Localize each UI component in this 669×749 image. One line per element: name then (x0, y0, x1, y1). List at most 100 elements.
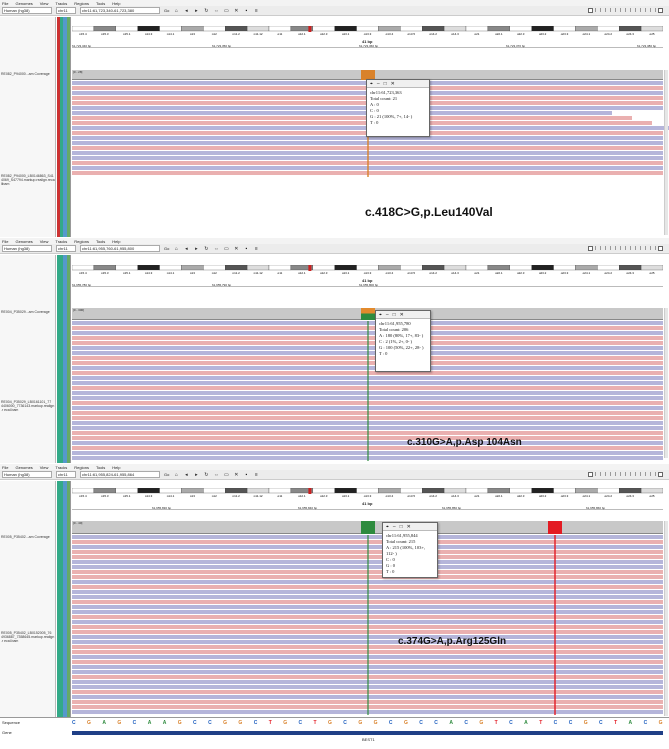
back-icon[interactable]: ◂ (185, 471, 188, 478)
menu-help[interactable]: Help (112, 464, 121, 470)
home-icon[interactable]: ⌂ (174, 471, 178, 478)
menu-genomes[interactable]: Genomes (15, 238, 33, 244)
refresh-icon[interactable]: ↻ (204, 245, 209, 252)
go-button[interactable]: Go (164, 472, 170, 477)
ideogram-band-label: q12.3 (320, 32, 328, 35)
menu-tools[interactable]: Tools (95, 464, 106, 470)
genome-select[interactable]: Human (hg38) (2, 7, 52, 14)
mismatch-coverage-bar[interactable] (548, 521, 562, 534)
menu-tracks[interactable]: Tracks (55, 464, 68, 470)
comment-icon[interactable]: ▪ (245, 7, 248, 14)
comment-icon[interactable]: ▪ (245, 245, 248, 252)
minimize-icon[interactable]: – (392, 523, 396, 530)
coverage-track[interactable]: [0 - 40] (72, 521, 663, 534)
maximize-icon[interactable]: □ (392, 311, 396, 318)
close-icon[interactable]: ✕ (406, 523, 411, 530)
menu-view[interactable]: View (39, 464, 49, 470)
maximize-icon[interactable]: □ (399, 523, 403, 530)
scrollbar[interactable] (664, 70, 668, 235)
ruler-tick: 61,955,800 bp (359, 283, 379, 287)
menu-help[interactable]: Help (112, 0, 121, 6)
close-icon[interactable]: ✕ (234, 245, 239, 252)
chrom-select[interactable]: chr11 (56, 471, 76, 478)
resize-icon[interactable]: ⇔ (213, 471, 219, 478)
menu-icon[interactable]: ≡ (254, 7, 258, 14)
chrom-select[interactable]: chr11 (56, 7, 76, 14)
variant-coverage-bar[interactable] (361, 308, 375, 320)
menu-regions[interactable]: Regions (74, 0, 89, 6)
maximize-icon[interactable]: □ (383, 80, 387, 87)
genome-select[interactable]: Human (hg38) (2, 471, 52, 478)
refresh-icon[interactable]: ↻ (204, 471, 209, 478)
roi-icon[interactable]: ▭ (223, 7, 229, 14)
ideogram[interactable]: p15.4 p15.3 p15.1 p14.3 p14.1 p13 p12 p11.2 p11.… (71, 25, 664, 36)
roi-icon[interactable]: ▭ (223, 245, 229, 252)
menu-icon[interactable]: ≡ (254, 245, 258, 252)
menu-file[interactable]: File (2, 238, 9, 244)
close-icon[interactable]: ✕ (399, 311, 404, 318)
scrollbar[interactable] (664, 521, 668, 716)
popup-window[interactable]: ⌖ – □ ✕ chr11:61,955,780 Total count: 206 A… (375, 310, 431, 372)
home-icon[interactable]: ⌂ (174, 245, 178, 252)
coverage-track[interactable]: [0 - 300] (72, 308, 663, 320)
back-icon[interactable]: ◂ (185, 245, 188, 252)
ideogram[interactable]: p15.4 p15.3 p15.1 p14.3 p14.1 p13 p12 p11.2 p11.… (71, 487, 664, 498)
menu-file[interactable]: File (2, 464, 9, 470)
resize-icon[interactable]: ⇔ (213, 7, 219, 14)
forward-icon[interactable]: ▸ (195, 245, 198, 252)
menu-tools[interactable]: Tools (95, 238, 106, 244)
menu-regions[interactable]: Regions (74, 464, 89, 470)
reads-track[interactable] (72, 535, 663, 715)
zoom-slider[interactable] (588, 471, 663, 477)
menu-tracks[interactable]: Tracks (55, 238, 68, 244)
resize-icon[interactable]: ⇔ (213, 245, 219, 252)
locus-input[interactable]: chr11:61,955,760-61,955,800 (80, 245, 160, 252)
reads-track[interactable] (72, 321, 663, 461)
pin-icon[interactable]: ⌖ (370, 80, 373, 87)
comment-icon[interactable]: ▪ (245, 471, 248, 478)
back-icon[interactable]: ◂ (185, 7, 188, 14)
minimize-icon[interactable]: – (385, 311, 389, 318)
close-icon[interactable]: ✕ (234, 471, 239, 478)
menu-view[interactable]: View (39, 0, 49, 6)
close-icon[interactable]: ✕ (234, 7, 239, 14)
forward-icon[interactable]: ▸ (195, 471, 198, 478)
menu-tools[interactable]: Tools (95, 0, 106, 6)
menu-help[interactable]: Help (112, 238, 121, 244)
ideogram[interactable]: p15.4 p15.3 p15.1 p14.3 p14.1 p13 p12 p11.2 p11.… (71, 264, 664, 275)
zoom-slider[interactable] (588, 245, 663, 251)
variant-coverage-bar[interactable] (361, 521, 375, 534)
refresh-icon[interactable]: ↻ (204, 7, 209, 14)
scrollbar[interactable] (664, 308, 668, 458)
coverage-range: [0 - 28] (73, 70, 83, 74)
popup-window[interactable]: ⌖ – □ ✕ chr11:61,955,844 Total count: 215 A… (382, 522, 438, 578)
menu-regions[interactable]: Regions (74, 238, 89, 244)
menu-genomes[interactable]: Genomes (15, 464, 33, 470)
locus-input[interactable]: chr11:61,723,340-61,723,380 (80, 7, 160, 14)
menu-view[interactable]: View (39, 238, 49, 244)
locus-input[interactable]: chr11:61,955,824-61,955,864 (80, 471, 160, 478)
close-icon[interactable]: ✕ (390, 80, 395, 87)
read[interactable] (72, 116, 632, 120)
menu-file[interactable]: File (2, 0, 9, 6)
minimize-icon[interactable]: – (376, 80, 380, 87)
genome-select[interactable]: Human (hg38) (2, 245, 52, 252)
pin-icon[interactable]: ⌖ (386, 523, 389, 530)
menu-icon[interactable]: ≡ (254, 471, 258, 478)
menu-tracks[interactable]: Tracks (55, 0, 68, 6)
forward-icon[interactable]: ▸ (195, 7, 198, 14)
menu-genomes[interactable]: Genomes (15, 0, 33, 6)
home-icon[interactable]: ⌂ (174, 7, 178, 14)
read[interactable] (72, 111, 612, 115)
pin-icon[interactable]: ⌖ (379, 311, 382, 318)
gene-track[interactable] (72, 731, 663, 735)
read[interactable] (72, 121, 652, 125)
chrom-select[interactable]: chr11 (56, 245, 76, 252)
variant-coverage-bar[interactable] (361, 70, 375, 80)
popup-window[interactable]: ⌖ – □ ✕ chr11:61,723,363 Total count: 21 A … (366, 79, 430, 137)
zoom-slider[interactable] (588, 7, 663, 13)
go-button[interactable]: Go (164, 8, 170, 13)
roi-icon[interactable]: ▭ (223, 471, 229, 478)
go-button[interactable]: Go (164, 246, 170, 251)
